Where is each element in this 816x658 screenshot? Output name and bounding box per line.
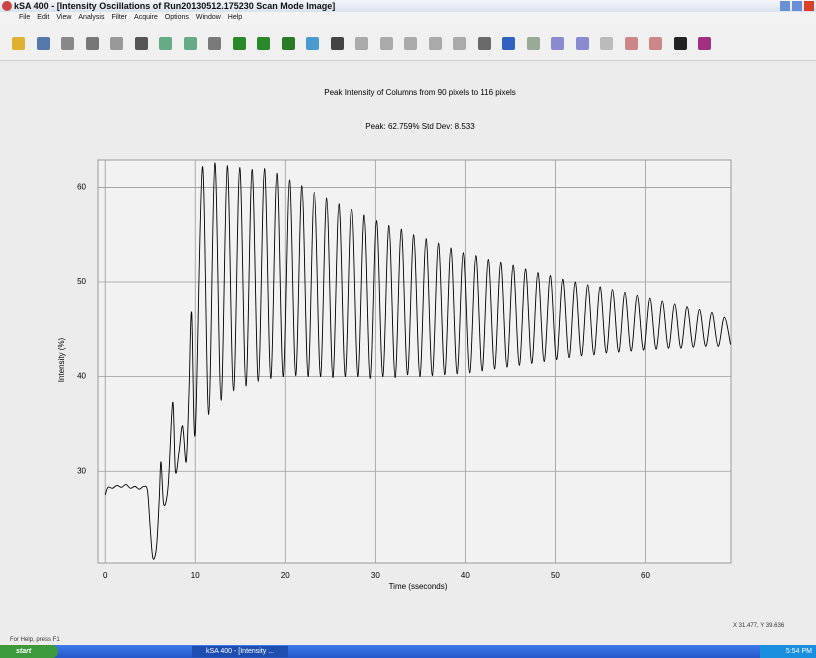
toolbar-button[interactable]: [624, 37, 638, 50]
toolbar-button[interactable]: [85, 37, 99, 50]
y-tick-label: 50: [77, 277, 86, 286]
toolbar-button[interactable]: [110, 37, 123, 50]
app-icon: [2, 1, 12, 11]
toolbar-button[interactable]: [159, 37, 172, 50]
maximize-button[interactable]: [792, 1, 802, 11]
status-bar: For Help, press F1 X 31.477, Y 39.636: [0, 618, 816, 645]
task-button[interactable]: kSA 400 - [Intensity ...: [192, 646, 288, 657]
toolbar-button[interactable]: [355, 37, 368, 50]
toolbar-button[interactable]: [183, 37, 197, 50]
menu-item[interactable]: File: [19, 14, 31, 21]
toolbar-button[interactable]: [453, 37, 466, 50]
toolbar: [0, 24, 816, 61]
menu-item[interactable]: Help: [227, 14, 243, 21]
intensity-line: [104, 162, 731, 560]
toolbar-button[interactable]: [232, 37, 246, 50]
toolbar-button[interactable]: [698, 37, 711, 50]
chart: Peak Intensity of Columns from 90 pixels…: [57, 88, 732, 591]
menu-item[interactable]: Filter: [111, 14, 128, 21]
window-title: kSA 400 - [Intensity Oscillations of Run…: [14, 1, 336, 11]
toolbar-button[interactable]: [281, 37, 295, 50]
x-tick-label: 50: [551, 571, 560, 580]
close-button[interactable]: [804, 1, 814, 11]
toolbar-button[interactable]: [404, 37, 417, 50]
y-tick-label: 30: [77, 466, 86, 475]
chart-title: Peak Intensity of Columns from 90 pixels…: [324, 88, 516, 97]
toolbar-button[interactable]: [330, 37, 344, 50]
menu-item[interactable]: Analysis: [78, 14, 105, 21]
toolbar-button[interactable]: [379, 37, 393, 50]
menu-item[interactable]: Acquire: [134, 14, 158, 21]
x-tick-label: 20: [281, 571, 290, 580]
plot-area: [97, 159, 732, 564]
menu-bar: File Edit View Analysis Filter Acquire Options…: [0, 12, 816, 24]
toolbar-button[interactable]: [61, 37, 74, 50]
toolbar-button[interactable]: [551, 37, 564, 50]
toolbar-button[interactable]: [502, 37, 515, 50]
x-axis-label: Time (sseconds): [389, 582, 448, 591]
start-button[interactable]: start: [0, 645, 58, 658]
toolbar-button[interactable]: [575, 37, 589, 50]
toolbar-button[interactable]: [477, 37, 491, 50]
y-tick-label: 60: [77, 183, 86, 192]
x-tick-label: 10: [191, 571, 200, 580]
menu-item[interactable]: Options: [164, 14, 189, 21]
status-coords: X 31.477, Y 39.636: [733, 623, 785, 629]
y-axis-label: Intensity (%): [57, 337, 66, 382]
toolbar-button[interactable]: [526, 37, 540, 50]
toolbar-button[interactable]: [600, 37, 613, 50]
toolbar-button[interactable]: [208, 37, 221, 50]
x-tick-label: 30: [371, 571, 380, 580]
title-bar: kSA 400 - [Intensity Oscillations of Run…: [0, 0, 816, 12]
menu-item[interactable]: Window: [195, 14, 221, 21]
x-tick-label: 0: [103, 571, 108, 580]
toolbar-button[interactable]: [649, 37, 662, 50]
x-tick-label: 60: [641, 571, 650, 580]
toolbar-button[interactable]: [134, 37, 148, 50]
taskbar: start kSA 400 - [Intensity ... 5:54 PM: [0, 645, 816, 658]
status-help: For Help, press F1: [10, 637, 60, 643]
toolbar-button[interactable]: [36, 37, 50, 50]
toolbar-button[interactable]: [257, 37, 270, 50]
toolbar-button[interactable]: [306, 37, 319, 50]
menu-item[interactable]: Edit: [37, 14, 50, 21]
y-tick-label: 40: [77, 372, 86, 381]
x-tick-label: 40: [461, 571, 470, 580]
toolbar-button[interactable]: [428, 37, 442, 50]
toolbar-button[interactable]: [673, 37, 687, 50]
clock: 5:54 PM: [760, 645, 816, 658]
chart-subtitle: Peak: 62.759% Std Dev: 8.533: [365, 122, 475, 131]
toolbar-button[interactable]: [12, 37, 25, 50]
menu-item[interactable]: View: [56, 14, 72, 21]
minimize-button[interactable]: [780, 1, 790, 11]
